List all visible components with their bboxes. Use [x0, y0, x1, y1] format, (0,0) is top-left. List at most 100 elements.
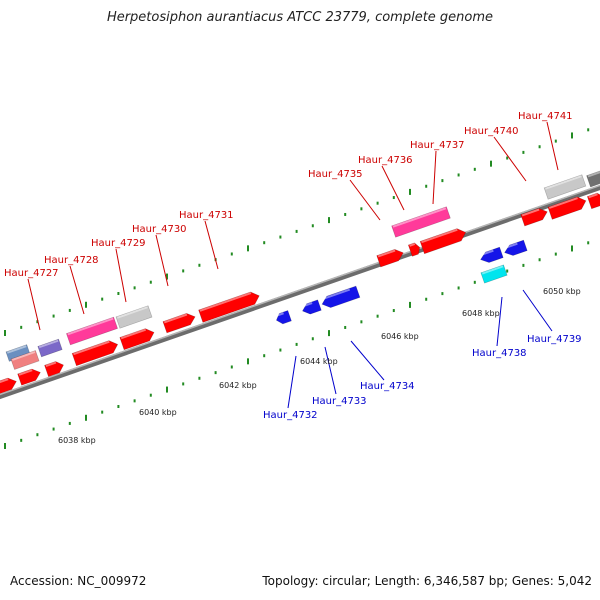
leader-line: [350, 340, 385, 381]
gene-label[interactable]: Haur_4735: [308, 169, 363, 180]
gene-body: [407, 242, 421, 257]
forward-gene: [37, 338, 63, 358]
forward-gene: [71, 340, 119, 367]
gene-label[interactable]: Haur_4736: [358, 155, 413, 166]
gene-body: [504, 239, 528, 256]
leader-line: [496, 296, 503, 347]
gene-highlight: [321, 288, 351, 301]
gene-body: [37, 338, 63, 358]
gene-body: [480, 246, 504, 263]
forward-gene: [376, 249, 404, 268]
gene-label[interactable]: Haur_4733: [312, 396, 367, 407]
reverse-gene: [479, 246, 504, 263]
gene-highlight: [163, 313, 188, 324]
reverse-gene: [275, 310, 292, 325]
forward-gene: [0, 377, 17, 395]
leader-line: [287, 355, 297, 409]
gene-body: [419, 228, 467, 255]
topology-label: Topology: circular; Length: 6,346,587 bp…: [262, 574, 592, 588]
gene-body: [391, 206, 451, 238]
forward-gene: [419, 228, 467, 255]
leader-line: [69, 265, 85, 315]
gene-label[interactable]: Haur_4730: [132, 224, 187, 235]
gene-label[interactable]: Haur_4739: [527, 334, 582, 345]
forward-gene: [162, 313, 196, 334]
forward-gene: [547, 196, 587, 220]
page-title: Herpetosiphon aurantiacus ATCC 23779, co…: [106, 10, 494, 25]
gene-highlight: [545, 175, 582, 190]
forward-gene: [10, 350, 40, 370]
gene-highlight: [45, 361, 57, 368]
reverse-gene-labels: Haur_4732 Haur_4733 Haur_4734 Haur_4738 …: [263, 334, 582, 421]
forward-gene: [198, 291, 260, 323]
gene-highlight: [67, 317, 114, 336]
reverse-gene: [503, 239, 528, 256]
leader-line: [324, 346, 337, 395]
gene-highlight: [18, 369, 33, 376]
gene-highlight: [521, 208, 540, 217]
gene-highlight: [301, 302, 313, 308]
leader-line: [493, 136, 527, 182]
scale-label: 6042 kbp: [219, 381, 257, 390]
gene-highlight: [275, 312, 284, 317]
forward-gene: [115, 305, 153, 329]
scale-ticks: [4, 128, 590, 449]
scale-label: 6038 kbp: [58, 436, 96, 445]
forward-gene: [586, 192, 600, 210]
scale-labels: 6038 kbp 6040 kbp 6042 kbp 6044 kbp 6046…: [58, 287, 581, 445]
gene-label[interactable]: Haur_4732: [263, 410, 318, 421]
gene-highlight: [199, 292, 252, 312]
leader-line: [522, 289, 553, 332]
gene-label[interactable]: Haur_4738: [472, 348, 527, 359]
gene-body: [480, 264, 508, 284]
leader-line: [546, 121, 559, 171]
scale-label: 6040 kbp: [139, 408, 177, 417]
scale-label: 6046 kbp: [381, 332, 419, 341]
gene-body: [10, 350, 40, 370]
gene-body: [586, 168, 600, 188]
leader-line: [381, 165, 405, 211]
gene-highlight: [377, 249, 396, 258]
gene-highlight: [421, 228, 458, 244]
gene-label[interactable]: Haur_4737: [410, 140, 465, 151]
gene-body: [198, 291, 260, 323]
gene-highlight: [481, 265, 504, 275]
gene-label[interactable]: Haur_4729: [91, 238, 146, 249]
gene-body: [302, 299, 322, 315]
gene-highlight: [73, 340, 110, 356]
gene-body: [115, 305, 153, 329]
forward-gene: [44, 361, 64, 378]
forward-gene: [66, 316, 118, 346]
gene-label[interactable]: Haur_4728: [44, 255, 99, 266]
gene-body: [586, 192, 600, 210]
gene-body: [66, 316, 118, 346]
forward-gene: [543, 174, 587, 200]
reverse-gene: [321, 285, 361, 308]
gene-body: [44, 361, 64, 378]
gene-label[interactable]: Haur_4727: [4, 268, 59, 279]
leader-line: [204, 220, 219, 270]
gene-highlight: [392, 207, 447, 228]
gene-body: [376, 249, 404, 268]
gene-highlight: [38, 339, 59, 349]
gene-body: [543, 174, 587, 200]
accession-label: Accession: NC_009972: [10, 574, 147, 588]
scale-label: 6050 kbp: [543, 287, 581, 296]
gene-body: [71, 340, 119, 367]
gene-body: [547, 196, 587, 220]
forward-gene: [119, 328, 155, 351]
gene-label[interactable]: Haur_4741: [518, 111, 573, 122]
gene-body: [162, 313, 196, 334]
gene-label[interactable]: Haur_4734: [360, 381, 415, 392]
gene-features: [0, 168, 600, 395]
leader-line: [155, 234, 169, 287]
label-leader-lines: [27, 121, 559, 409]
gene-label[interactable]: Haur_4740: [464, 126, 519, 137]
forward-gene: [407, 242, 421, 257]
reverse-gene: [480, 264, 508, 284]
gene-label[interactable]: Haur_4731: [179, 210, 234, 221]
gene-body: [17, 368, 41, 386]
forward-gene: [520, 208, 548, 227]
